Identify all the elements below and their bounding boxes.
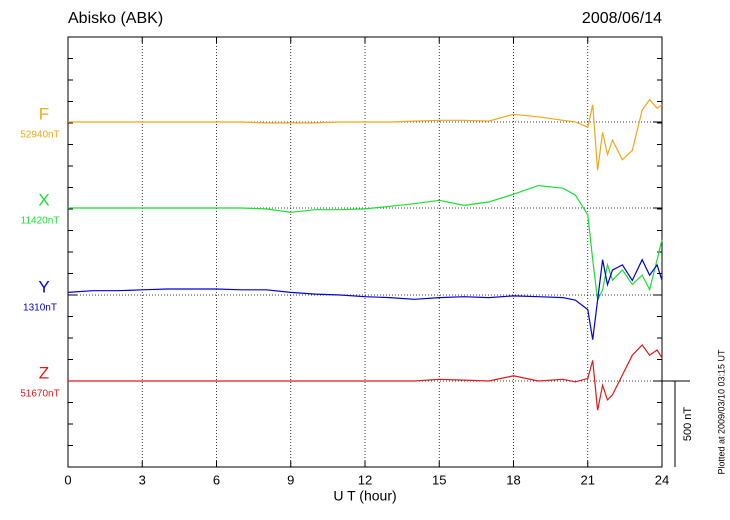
x-tick-label: 21 [581, 472, 595, 487]
x-tick-label: 3 [139, 472, 146, 487]
x-tick-label: 9 [287, 472, 294, 487]
series-name: X [38, 190, 49, 209]
series-line [68, 98, 663, 171]
x-tick-label: 12 [358, 472, 372, 487]
series-baseline-label: 52940nT [20, 130, 59, 141]
footnote: Plotted at 2009/03/10 03:15 UT [716, 349, 726, 475]
chart-title: Abisko (ABK) [68, 10, 163, 27]
x-tick-label: 0 [64, 472, 71, 487]
series-baseline-label: 51670nT [20, 389, 59, 400]
chart-date: 2008/06/14 [582, 10, 662, 27]
series-line [67, 258, 663, 340]
series-name: Z [39, 363, 49, 382]
x-axis-label: U T (hour) [333, 488, 396, 504]
series-line [68, 343, 663, 411]
series-baseline-label: 11420nT [21, 216, 60, 227]
x-tick-label: 15 [432, 472, 446, 487]
series-name: F [39, 104, 49, 123]
series-baseline-label: 1310nT [23, 303, 57, 314]
x-tick-label: 18 [506, 472, 520, 487]
series-name: Y [38, 277, 49, 296]
x-tick-label: 24 [655, 472, 669, 487]
x-tick-label: 6 [213, 472, 220, 487]
series-line [68, 184, 663, 303]
scale-bar-label: 500 nT [682, 407, 694, 442]
